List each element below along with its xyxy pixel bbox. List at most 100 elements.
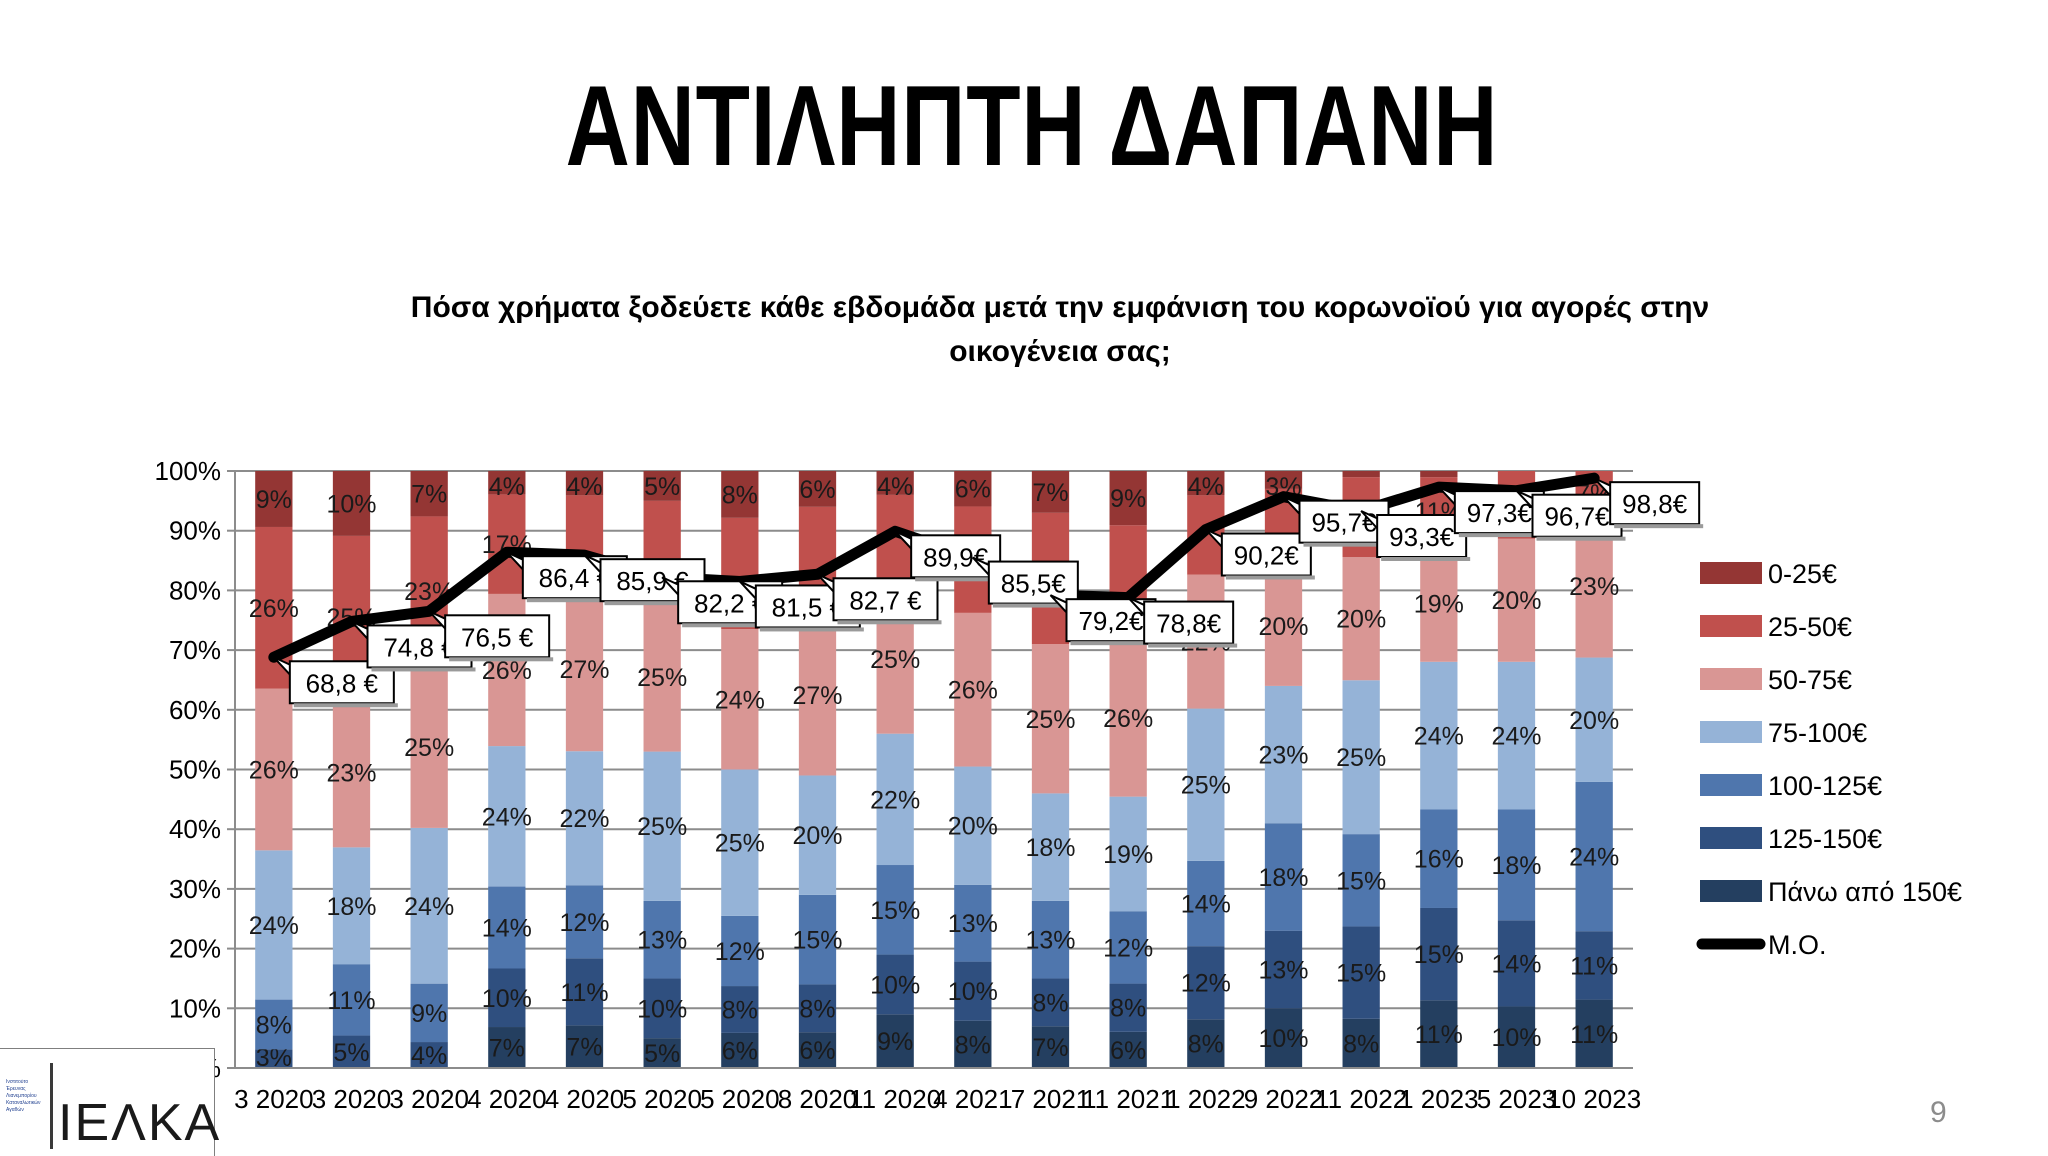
- bar-segment: [1264, 471, 1303, 489]
- bar-segment: [488, 1027, 526, 1068]
- callout-shadow: [371, 667, 476, 672]
- legend-label: 100-125€: [1768, 771, 1882, 801]
- bar-value-label: 26%: [249, 595, 299, 623]
- bar-value-label: 15%: [1414, 941, 1464, 969]
- bar-value-label: 15%: [1336, 960, 1386, 988]
- bar-value-label: 13%: [1258, 956, 1308, 984]
- bar-value-label: 24%: [482, 803, 532, 831]
- bar-value-label: 11%: [327, 987, 375, 1015]
- bar-value-label: 8%: [1188, 1031, 1224, 1059]
- bar-value-label: 6%: [799, 1037, 835, 1065]
- x-tick-label: 11 2020: [849, 1084, 941, 1114]
- bar-segment: [1264, 685, 1303, 824]
- legend-swatch: [1700, 880, 1762, 902]
- bar-segment: [643, 978, 681, 1039]
- bar-segment: [1031, 1026, 1070, 1068]
- bar-value-label: 25%: [637, 664, 687, 692]
- bar-value-label: 6%: [722, 1037, 758, 1065]
- bar-value-label: 6%: [1110, 1037, 1146, 1065]
- callout-shadow: [1614, 524, 1704, 529]
- bar-segment: [954, 961, 992, 1021]
- bar-segment: [954, 766, 992, 885]
- bar-segment: [1109, 796, 1147, 912]
- bar-value-label: 13%: [1025, 927, 1075, 955]
- bar-segment: [1187, 946, 1225, 1020]
- bar-value-label: 27%: [792, 682, 842, 710]
- bar-value-label: 8%: [1032, 989, 1068, 1017]
- bar-segment: [565, 885, 604, 959]
- bar-segment: [1420, 544, 1458, 662]
- bar-segment: [1575, 657, 1613, 782]
- bar-value-label: 15%: [1336, 867, 1386, 895]
- callout-box: [987, 560, 1079, 605]
- bar-value-label: 10%: [326, 490, 376, 518]
- callout-box: [1376, 513, 1468, 558]
- bar-segment: [721, 629, 759, 770]
- bar-value-label: 7%: [566, 1034, 602, 1062]
- bar-segment: [876, 733, 914, 866]
- bar-value-label: 8%: [256, 1011, 292, 1039]
- x-tick-label: 3 2020: [234, 1084, 314, 1114]
- bar-value-label: 25%: [715, 830, 765, 858]
- x-tick-label: 8 2020: [778, 1084, 858, 1114]
- bar-value-label: 20%: [1336, 606, 1386, 634]
- bar-value-label: 26%: [1103, 705, 1153, 733]
- bar-segment: [410, 1042, 448, 1068]
- bar-value-label: 11%: [560, 979, 608, 1007]
- bar-value-label: 6%: [955, 476, 991, 504]
- y-tick-label: 90%: [169, 516, 221, 546]
- bar-segment: [255, 1049, 293, 1068]
- bar-value-label: 26%: [948, 677, 998, 705]
- bar-segment: [565, 586, 604, 752]
- mean-value-label: 78,8€: [1156, 609, 1222, 639]
- bar-segment: [1031, 900, 1070, 979]
- x-tick-label: 11 2021: [1082, 1084, 1174, 1114]
- bar-value-label: 14%: [1181, 891, 1231, 919]
- bar-value-label: 23%: [1569, 573, 1619, 601]
- bar-segment: [1420, 907, 1458, 1001]
- bar-segment: [332, 964, 371, 1036]
- bar-value-label: 18%: [326, 893, 376, 921]
- callout-shadow: [1148, 643, 1238, 648]
- bar-value-label: 12%: [715, 938, 765, 966]
- logo-text: ΙΕΛΚΑ: [58, 1094, 222, 1152]
- y-tick-label: 30%: [169, 874, 221, 904]
- bar-value-label: 25%: [870, 646, 920, 674]
- bar-segment: [1342, 1018, 1380, 1068]
- legend-swatch: [1700, 668, 1762, 690]
- bar-value-label: 10%: [1491, 1024, 1541, 1052]
- bar-value-label: 24%: [404, 893, 454, 921]
- bar-segment: [410, 665, 448, 828]
- bar-segment: [1031, 978, 1070, 1027]
- bar-segment: [721, 915, 759, 987]
- bar-value-label: 16%: [1414, 846, 1464, 874]
- mean-value-label: 82,7 €: [849, 585, 922, 615]
- bar-segment: [1342, 557, 1380, 681]
- bar-value-label: 12%: [559, 909, 609, 937]
- ielka-logo: Ινστιτούτο Έρευνας Λιανεμπορίου Καταναλω…: [0, 1048, 219, 1156]
- mean-value-label: 81,5 €: [772, 592, 845, 622]
- bar-segment: [1187, 860, 1225, 947]
- bar-segment: [643, 471, 681, 501]
- bar-value-label: 8%: [722, 481, 758, 509]
- bar-value-label: 9%: [256, 486, 292, 514]
- bar-value-label: 22%: [870, 786, 920, 814]
- callout-shadow: [992, 603, 1082, 608]
- bar-segment: [954, 1020, 992, 1068]
- y-tick-label: 100%: [155, 456, 222, 486]
- bar-segment: [565, 471, 604, 496]
- x-tick-label: 5 2020: [700, 1084, 780, 1114]
- bar-value-label: 5%: [644, 1040, 680, 1068]
- bar-value-label: 5%: [644, 473, 680, 501]
- bar-value-label: 20%: [1569, 707, 1619, 735]
- bar-value-label: 7%: [411, 481, 447, 509]
- bar-segment: [332, 1035, 371, 1068]
- bar-segment: [1109, 471, 1147, 526]
- bar-segment: [1497, 661, 1536, 810]
- bar-segment: [255, 688, 293, 851]
- bar-value-label: 25%: [1336, 744, 1386, 772]
- bar-value-label: 7%: [1032, 1034, 1068, 1062]
- bar-segment: [1109, 911, 1147, 984]
- bar-value-label: 11%: [1570, 952, 1618, 980]
